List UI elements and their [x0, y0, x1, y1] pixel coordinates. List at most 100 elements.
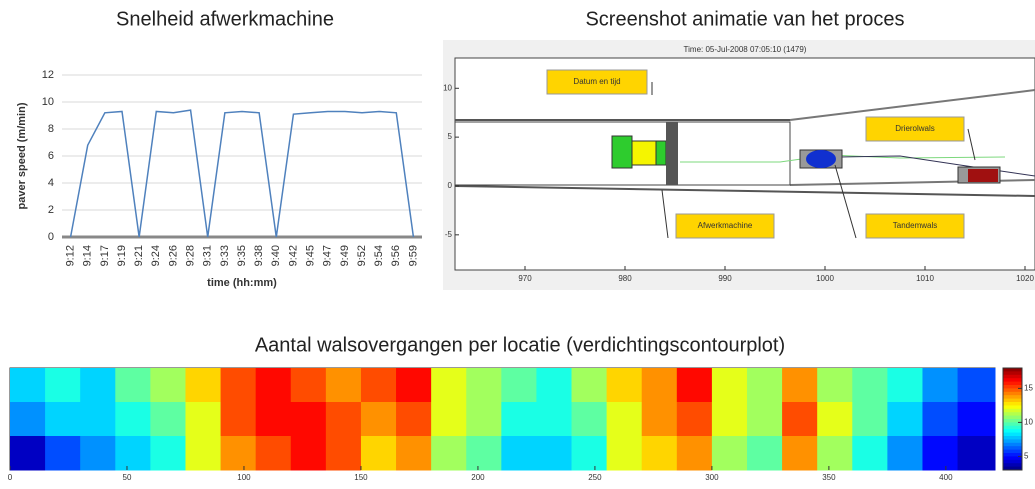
- y-tick-label: 0: [48, 231, 54, 243]
- x-tick-label: 9:31: [202, 245, 214, 266]
- colorbar-segment: [1003, 456, 1022, 460]
- contour-cell: [536, 402, 572, 437]
- y-tick-label: 8: [48, 123, 54, 135]
- contour-cell: [642, 436, 678, 471]
- contour-cell: [361, 436, 397, 471]
- contour-cell: [80, 368, 116, 403]
- contour-cell: [361, 402, 397, 437]
- colorbar-segment: [1003, 382, 1022, 386]
- contour-cell: [221, 436, 257, 471]
- contour-cell: [501, 402, 537, 437]
- x-tick-label: 9:14: [82, 245, 94, 266]
- contour-cell: [958, 368, 996, 403]
- y-tick-label: 2: [48, 204, 54, 216]
- contour-cell: [607, 368, 643, 403]
- contour-cell: [852, 402, 888, 437]
- contour-cell: [466, 436, 502, 471]
- tandem-roller: [806, 150, 836, 168]
- contour-cell: [607, 402, 643, 437]
- contour-cell: [712, 402, 748, 437]
- contour-cell: [45, 436, 81, 471]
- contour-cell: [396, 402, 432, 437]
- x-tick-label: 9:49: [339, 245, 351, 266]
- callout-label: Tandemwals: [893, 221, 937, 230]
- contour-cell: [922, 368, 958, 403]
- contour-cell: [221, 368, 257, 403]
- contour-cell: [45, 368, 81, 403]
- contour-cell: [361, 368, 397, 403]
- x-tick-label: 9:54: [373, 245, 385, 266]
- x-tick-label: 9:33: [219, 245, 231, 266]
- contour-cell: [396, 436, 432, 471]
- x-axis-label: time (hh:mm): [207, 277, 277, 289]
- screed: [666, 122, 678, 185]
- y-axis-label: paver speed (m/min): [16, 102, 28, 209]
- contour-cell: [431, 368, 467, 403]
- colorbar-segment: [1003, 429, 1022, 433]
- plot-title: Time: 05-Jul-2008 07:05:10 (1479): [684, 45, 807, 54]
- paver: [656, 141, 666, 165]
- x-tick-label: 1010: [916, 274, 934, 283]
- contour-cell: [10, 402, 46, 437]
- contour-cell: [782, 368, 818, 403]
- x-tick-label: 9:52: [356, 245, 368, 266]
- x-tick-label: 0: [8, 473, 13, 482]
- contour-cell: [887, 436, 923, 471]
- y-tick-label: 4: [48, 177, 54, 189]
- contour-cell: [677, 368, 713, 403]
- x-tick-label: 9:24: [150, 245, 162, 266]
- x-tick-label: 9:35: [236, 245, 248, 266]
- contour-cell: [817, 368, 853, 403]
- contour-cell: [466, 368, 502, 403]
- colorbar-segment: [1003, 443, 1022, 447]
- colorbar-segment: [1003, 392, 1022, 396]
- x-tick-label: 100: [237, 473, 251, 482]
- contour-cell: [150, 402, 186, 437]
- contour-cell: [115, 402, 151, 437]
- colorbar-segment: [1003, 388, 1022, 392]
- contour-cell: [677, 436, 713, 471]
- contour-cell: [291, 368, 327, 403]
- contour-cell: [782, 402, 818, 437]
- contour-cell: [150, 436, 186, 471]
- x-tick-label: 9:47: [322, 245, 334, 266]
- panel-title: Snelheid afwerkmachine: [116, 8, 334, 30]
- x-tick-label: 400: [939, 473, 953, 482]
- contour-cell: [572, 436, 608, 471]
- contour-cell: [642, 368, 678, 403]
- colorbar-segment: [1003, 460, 1022, 464]
- contour-cell: [958, 402, 996, 437]
- callout-label: Drierolwals: [895, 124, 935, 133]
- contour-cell: [185, 436, 221, 471]
- colorbar-tick-label: 10: [1024, 418, 1033, 427]
- y-tick-label: 10: [443, 83, 452, 92]
- contour-cell: [431, 402, 467, 437]
- x-tick-label: 250: [588, 473, 602, 482]
- contour-cell: [466, 402, 502, 437]
- colorbar-tick-label: 5: [1024, 452, 1029, 461]
- paver: [632, 141, 656, 165]
- x-tick-label: 9:21: [133, 245, 145, 266]
- three-wheel-roller: [968, 169, 998, 182]
- x-tick-label: 990: [718, 274, 732, 283]
- contour-cell: [10, 368, 46, 403]
- contour-cell: [501, 368, 537, 403]
- contour-cell: [922, 436, 958, 471]
- contour-cell: [536, 436, 572, 471]
- colorbar-tick-label: 15: [1024, 384, 1033, 393]
- contour-cell: [712, 436, 748, 471]
- x-tick-label: 9:56: [390, 245, 402, 266]
- contour-cell: [256, 436, 292, 471]
- contour-cell: [642, 402, 678, 437]
- contour-cell: [10, 436, 46, 471]
- x-tick-label: 150: [354, 473, 368, 482]
- contour-cell: [852, 368, 888, 403]
- colorbar-segment: [1003, 416, 1022, 420]
- contour-cell: [817, 402, 853, 437]
- contour-cell: [572, 402, 608, 437]
- contour-cell: [747, 436, 783, 471]
- x-tick-label: 9:28: [184, 245, 196, 266]
- colorbar-segment: [1003, 375, 1022, 379]
- x-tick-label: 50: [123, 473, 132, 482]
- contour-cell: [256, 368, 292, 403]
